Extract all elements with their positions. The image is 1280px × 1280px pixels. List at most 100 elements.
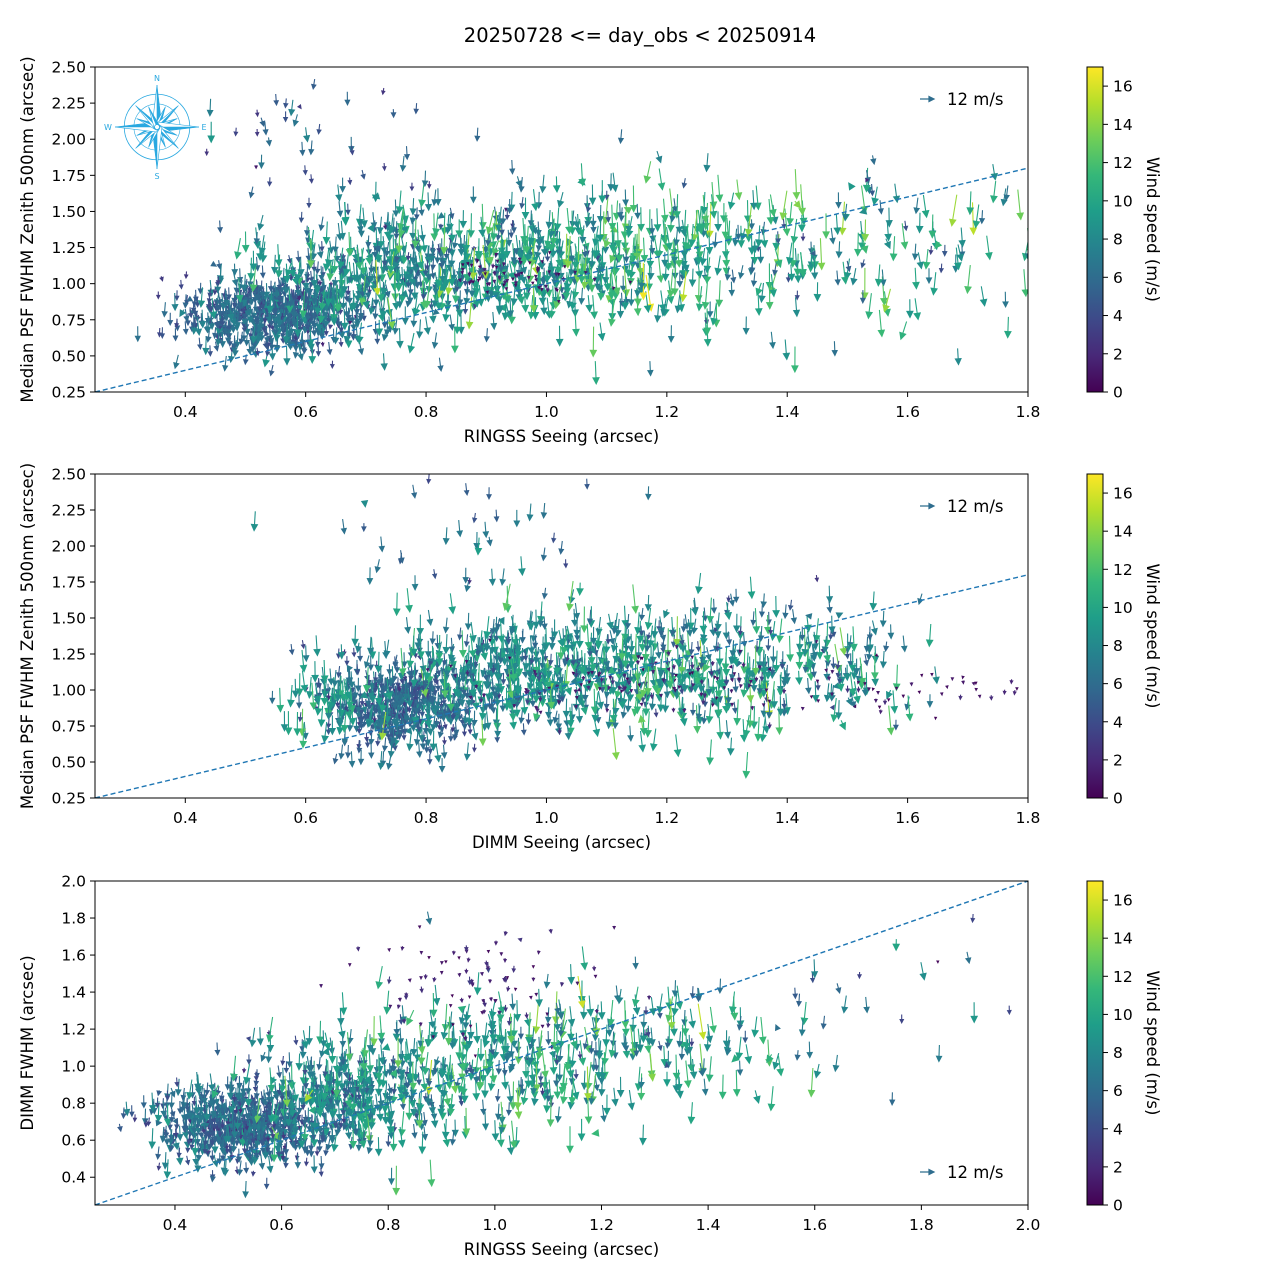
wind-arrow [280,711,289,732]
wind-arrow [713,675,717,680]
wind-arrow [389,1056,396,1073]
wind-arrow [279,296,286,311]
wind-arrow [240,1080,247,1096]
wind-arrow [1012,690,1017,696]
wind-arrow [607,173,615,192]
wind-arrow [660,198,669,223]
wind-arrow [407,332,416,354]
wind-arrow [148,1128,157,1150]
wind-arrow [473,972,482,996]
wind-arrow [566,707,575,729]
wind-arrow [990,181,998,204]
wind-arrow [398,647,407,677]
wind-arrow [482,1029,491,1048]
wind-arrow [330,251,339,274]
wind-arrow [706,301,714,319]
wind-arrow [824,668,828,673]
wind-arrow [635,659,640,666]
wind-arrow [530,222,538,235]
wind-arrow [372,682,379,694]
wind-arrow [651,669,656,675]
wind-arrow [426,181,432,189]
wind-arrow [627,288,635,307]
wind-arrow [966,191,975,216]
wind-arrow [409,635,418,657]
y-tick-label: 2.50 [51,466,86,484]
wind-arrow [527,635,535,655]
wind-arrow [355,269,364,292]
wind-arrow [254,165,259,170]
colorbar-tick-label: 4 [1113,307,1123,325]
wind-arrow [640,656,644,661]
wind-arrow [481,692,487,698]
wind-arrow [208,301,214,313]
wind-arrow [337,277,346,300]
wind-arrow [435,643,444,667]
colorbar-label: Wind speed (m/s) [1143,157,1162,302]
wind-arrow [845,260,852,273]
wind-arrow [322,1065,329,1078]
wind-arrow [622,673,627,679]
wind-arrow [608,204,617,231]
wind-arrow [478,203,487,230]
wind-arrow [184,1155,191,1166]
wind-arrow [355,706,363,720]
wind-arrow [714,691,723,718]
wind-arrow [521,288,530,313]
wind-arrow [409,182,415,192]
wind-arrow [263,330,270,337]
wind-arrow [429,730,438,752]
wind-arrow [596,204,605,224]
wind-arrow [552,176,561,194]
wind-arrow [578,257,586,284]
wind-arrow [596,220,605,243]
wind-arrow [815,679,820,684]
wind-arrow [356,215,364,234]
wind-arrow [469,621,477,644]
wind-arrow [556,700,562,705]
wind-arrow [902,220,909,232]
wind-arrow [625,677,629,682]
wind-arrow [611,172,619,193]
wind-arrow [538,290,547,306]
wind-arrow [294,306,301,315]
wind-arrow [245,1079,252,1095]
wind-arrow [190,1118,198,1134]
wind-arrow [590,295,598,320]
quiver-arrows [117,911,1012,1199]
wind-arrow [934,240,943,250]
wind-arrow [405,292,412,308]
axes-frame [94,66,1029,393]
wind-arrow [859,290,866,304]
wind-arrow [489,677,497,694]
wind-arrow [509,1120,518,1150]
wind-arrow [644,594,653,612]
wind-arrow [635,671,644,702]
wind-arrow [424,259,431,271]
wind-arrow [155,1146,162,1161]
wind-arrow [760,226,769,249]
wind-arrow [397,1126,406,1148]
wind-arrow [224,1123,232,1144]
wind-arrow [381,162,387,172]
wind-arrow [811,631,819,651]
wind-arrow [638,631,647,652]
wind-arrow [547,251,552,255]
wind-arrow [208,1114,214,1127]
wind-arrow [811,646,818,659]
wind-arrow [367,264,375,283]
wind-arrow [805,678,812,695]
wind-arrow [435,666,442,677]
wind-arrow [654,304,662,323]
wind-arrow [490,311,498,331]
wind-arrow [597,275,605,301]
wind-arrow [640,237,649,263]
wind-arrow [396,727,403,741]
x-tick-label: 1.4 [775,403,800,421]
wind-arrow [198,309,207,329]
wind-arrow [750,611,757,627]
wind-arrow [620,211,629,240]
wind-arrow [202,1145,208,1155]
wind-arrow [518,260,523,266]
y-tick-label: 1.25 [51,239,86,257]
